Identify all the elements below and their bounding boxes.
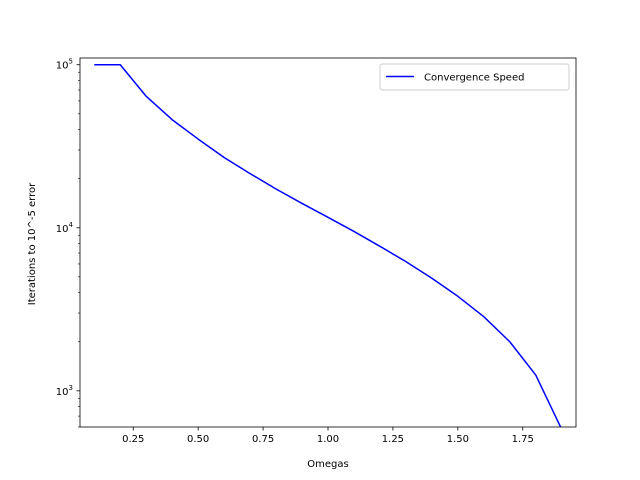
x-tick-label: 0.75 [252, 434, 274, 445]
x-tick-label: 0.25 [122, 434, 144, 445]
legend-box [379, 63, 570, 91]
y-tick-label: 104 [56, 221, 74, 235]
y-axis: 103 104 105 [56, 58, 80, 428]
y-tick-label: 105 [56, 58, 73, 72]
y-tick-label: 103 [56, 384, 73, 398]
x-tick-label: 0.50 [187, 434, 209, 445]
x-tick-label: 1.75 [512, 434, 534, 445]
x-tick-label: 1.25 [382, 434, 404, 445]
x-tick-label: 1.00 [317, 434, 339, 445]
legend: Convergence Speed [379, 63, 570, 91]
y-axis-label: Iterations to 10^-5 error [27, 182, 38, 305]
x-axis-label: Omegas [307, 459, 348, 470]
x-axis: 0.25 0.50 0.75 1.00 1.25 1.50 1.75 [122, 427, 534, 445]
series-line-0 [94, 64, 562, 427]
legend-label: Convergence Speed [424, 73, 524, 84]
x-tick-label: 1.50 [447, 434, 469, 445]
